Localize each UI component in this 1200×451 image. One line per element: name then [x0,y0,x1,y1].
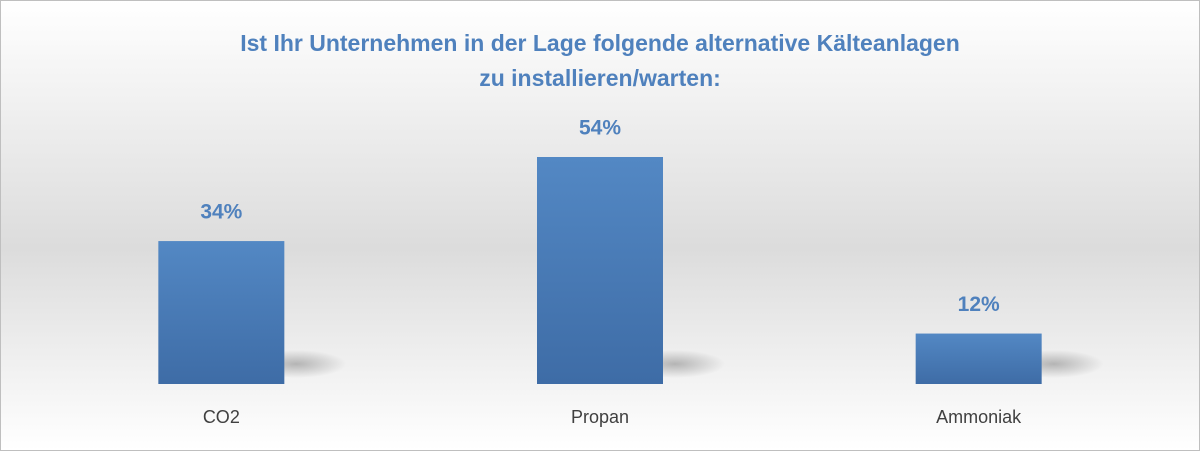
value-label: 12% [958,293,1000,316]
bar [915,333,1042,384]
x-tick-label: Propan [571,407,629,427]
chart-title: zu installieren/warten: [479,65,721,91]
bar [158,241,285,384]
value-label: 54% [579,117,621,140]
x-tick-label: Ammoniak [936,407,1022,427]
value-label: 34% [200,201,242,224]
chart-title: Ist Ihr Unternehmen in der Lage folgende… [240,30,960,56]
x-tick-label: CO2 [203,407,240,427]
bar [537,157,663,384]
